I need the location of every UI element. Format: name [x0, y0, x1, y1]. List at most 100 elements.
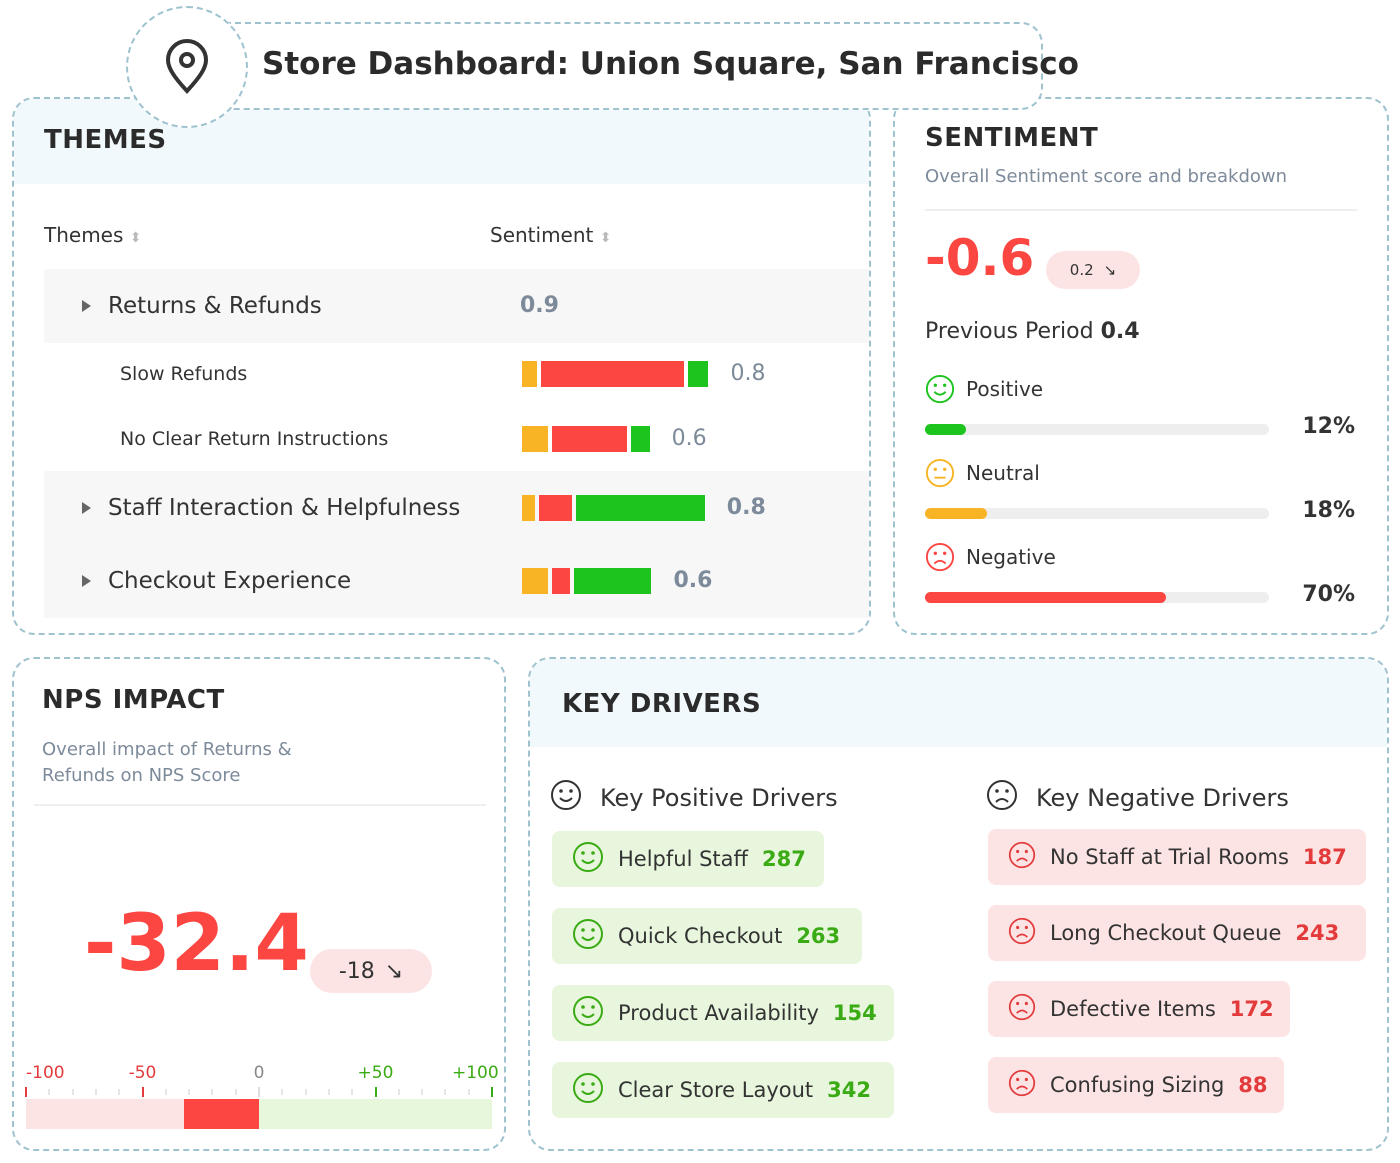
subtitle-line: Overall impact of Returns &: [42, 739, 292, 760]
frown-icon: [1008, 841, 1036, 874]
smile-icon: [572, 1072, 604, 1109]
frown-icon: [1008, 1069, 1036, 1102]
neutral-segment: [522, 426, 548, 452]
key-drivers-panel: KEY DRIVERS Key Positive Drivers Key Neg…: [528, 657, 1389, 1151]
nps-score: -32.4: [84, 899, 309, 989]
driver-count: 287: [762, 847, 806, 871]
driver-label: Confusing Sizing: [1050, 1073, 1225, 1097]
nps-gauge: -100 -50 0 +50 +100: [25, 1059, 499, 1134]
theme-row[interactable]: Staff Interaction & Helpfulness 0.8: [44, 471, 869, 545]
gauge-tick: [48, 1089, 51, 1095]
theme-score: 0.6: [671, 426, 707, 451]
gauge-tick-label: +50: [357, 1063, 394, 1083]
smile-icon: [550, 779, 582, 817]
driver-count: 263: [796, 924, 841, 948]
sentiment-bar: [44, 568, 869, 594]
positive-segment: [576, 495, 705, 521]
gauge-tick: [467, 1089, 470, 1095]
sort-icon: ⬍: [599, 230, 612, 246]
nps-delta-badge: -18 ↘: [310, 949, 432, 993]
negative-drivers-heading: Key Negative Drivers: [986, 779, 1289, 817]
column-label: Themes: [44, 223, 124, 247]
breakdown-label: Negative: [966, 545, 1056, 569]
previous-label: Previous Period: [925, 319, 1094, 344]
negative-driver-chip[interactable]: Confusing Sizing 88: [988, 1057, 1284, 1113]
sentiment-column-header[interactable]: Sentiment ⬍: [490, 223, 611, 247]
gauge-tick: [397, 1089, 400, 1095]
driver-label: Clear Store Layout: [618, 1078, 814, 1102]
driver-count: 342: [827, 1078, 872, 1102]
previous-period: Previous Period 0.4: [925, 319, 1140, 344]
driver-count: 154: [832, 1001, 877, 1025]
frown-icon: [986, 779, 1018, 817]
nps-value-fill: [183, 1099, 259, 1129]
theme-name: Returns & Refunds: [108, 293, 322, 319]
gauge-tick-label: 0: [253, 1063, 265, 1083]
theme-row[interactable]: Slow Refunds 0.8: [44, 344, 869, 404]
smile-icon: [925, 374, 955, 408]
neutral-segment: [522, 361, 537, 387]
breakdown-label: Neutral: [966, 461, 1040, 485]
column-label: Sentiment: [490, 223, 594, 247]
theme-name: No Clear Return Instructions: [120, 428, 389, 450]
gauge-tick: [351, 1089, 354, 1095]
breakdown-pct: 70%: [1302, 582, 1355, 607]
driver-label: Helpful Staff: [618, 847, 748, 871]
expand-caret-icon[interactable]: [82, 502, 91, 514]
positive-segment: [631, 426, 650, 452]
negative-segment: [551, 568, 571, 594]
heading-label: Key Positive Drivers: [600, 784, 838, 812]
theme-row[interactable]: No Clear Return Instructions 0.6: [44, 409, 869, 469]
sentiment-bar: [44, 495, 869, 521]
neutral-segment: [522, 495, 535, 521]
map-pin-badge: [126, 6, 248, 128]
theme-score: 0.8: [726, 495, 766, 520]
positive-drivers-heading: Key Positive Drivers: [550, 779, 838, 817]
frown-icon: [925, 542, 955, 576]
sentiment-bar: [44, 361, 869, 387]
subtitle-line: Refunds on NPS Score: [42, 765, 241, 786]
positive-driver-chip[interactable]: Quick Checkout 263: [552, 908, 862, 964]
theme-score: 0.9: [520, 293, 559, 318]
negative-driver-chip[interactable]: Defective Items 172: [988, 981, 1290, 1037]
gauge-tick-label: -50: [128, 1063, 157, 1083]
gauge-tick: [374, 1087, 377, 1097]
nps-subtitle: Overall impact of Returns & Refunds on NP…: [42, 737, 292, 789]
delta-value: -18: [338, 958, 375, 984]
sentiment-score: -0.6: [925, 229, 1035, 287]
smile-icon: [572, 841, 604, 878]
themes-column-header[interactable]: Themes ⬍: [44, 223, 142, 247]
driver-count: 172: [1229, 997, 1274, 1021]
neutral-icon: [925, 458, 955, 492]
sentiment-subtitle: Overall Sentiment score and breakdown: [925, 166, 1288, 187]
negative-driver-chip[interactable]: Long Checkout Queue 243: [988, 905, 1366, 961]
gauge-tick: [94, 1089, 97, 1095]
theme-score: 0.6: [673, 568, 713, 593]
neutral-segment: [522, 568, 548, 594]
theme-row[interactable]: Returns & Refunds 0.9: [44, 269, 869, 343]
positive-driver-chip[interactable]: Product Availability 154: [552, 985, 894, 1041]
theme-row[interactable]: Checkout Experience 0.6: [44, 544, 869, 618]
gauge-tick-label: +100: [452, 1063, 499, 1083]
positive-driver-chip[interactable]: Clear Store Layout 342: [552, 1062, 894, 1118]
page-title: Store Dashboard: Union Square, San Franc…: [262, 46, 1079, 82]
gauge-tick: [211, 1089, 214, 1095]
sentiment-delta-badge: 0.2 ↘: [1046, 251, 1140, 289]
negative-driver-chip[interactable]: No Staff at Trial Rooms 187: [988, 829, 1366, 885]
breakdown-label: Positive: [966, 377, 1044, 401]
breakdown-bar: [925, 424, 1269, 435]
breakdown-bar: [925, 592, 1269, 603]
driver-label: Long Checkout Queue: [1050, 921, 1282, 945]
smile-icon: [572, 995, 604, 1032]
frown-icon: [1008, 993, 1036, 1026]
driver-label: Product Availability: [618, 1001, 819, 1025]
driver-count: 187: [1302, 845, 1347, 869]
theme-name: Slow Refunds: [120, 363, 248, 385]
nps-title: NPS IMPACT: [42, 685, 225, 715]
expand-caret-icon[interactable]: [82, 300, 91, 312]
positive-driver-chip[interactable]: Helpful Staff 287: [552, 831, 824, 887]
breakdown-pct: 18%: [1302, 498, 1355, 523]
expand-caret-icon[interactable]: [82, 575, 91, 587]
gauge-tick: [141, 1087, 144, 1097]
previous-value: 0.4: [1100, 319, 1140, 344]
